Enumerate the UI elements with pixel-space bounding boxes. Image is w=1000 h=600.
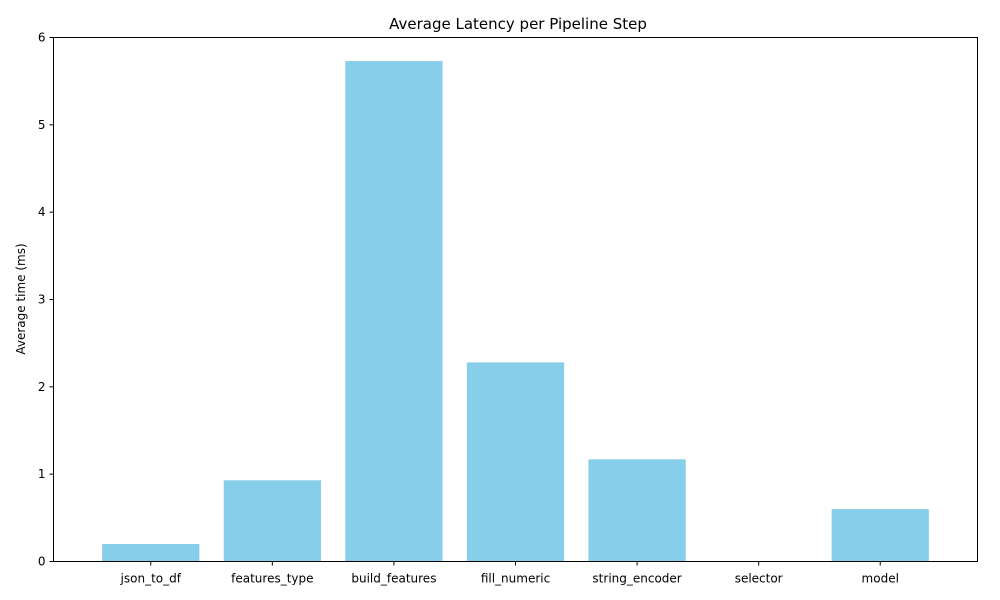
- plot-frame: [53, 37, 978, 562]
- bar-fill_numeric: [466, 362, 565, 562]
- y-tick-label: 2: [38, 380, 46, 394]
- y-tick-label: 4: [38, 205, 46, 219]
- y-tick-label: 1: [38, 467, 46, 481]
- bar-build_features: [345, 61, 443, 562]
- y-tick-label: 5: [38, 118, 46, 132]
- x-tick-label: model: [862, 572, 899, 586]
- y-axis-label: Average time (ms): [14, 243, 28, 354]
- chart-title: Average Latency per Pipeline Step: [389, 15, 647, 33]
- x-tick-label: build_features: [351, 572, 436, 586]
- bar-model: [831, 509, 929, 562]
- y-tick-label: 0: [38, 555, 46, 569]
- y-tick-label: 6: [38, 31, 46, 45]
- x-tick-label: json_to_df: [120, 572, 182, 586]
- bar-features_type: [223, 480, 321, 562]
- x-tick-label: features_type: [231, 572, 313, 586]
- y-axis: 0 1 2 3 4 5 6: [38, 31, 54, 569]
- bar-string_encoder: [588, 459, 686, 562]
- x-tick-label: fill_numeric: [481, 572, 550, 586]
- x-tick-label: string_encoder: [592, 572, 681, 586]
- x-tick-label: selector: [735, 572, 783, 586]
- bars-group: [102, 61, 929, 562]
- bar-json_to_df: [102, 544, 200, 562]
- x-axis: json_to_df features_type build_features fil…: [120, 561, 899, 586]
- y-tick-label: 3: [38, 293, 46, 307]
